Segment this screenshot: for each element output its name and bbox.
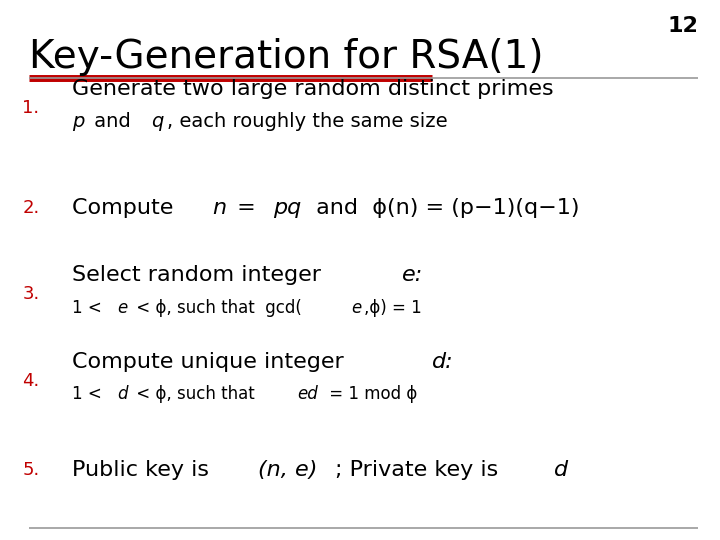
Text: pq: pq [273,198,301,218]
Text: 3.: 3. [22,285,40,303]
Text: 2.: 2. [22,199,40,217]
Text: 1.: 1. [22,99,40,117]
Text: 4.: 4. [22,372,40,390]
Text: d:: d: [432,352,454,372]
Text: 12: 12 [667,16,698,36]
Text: e: e [351,299,361,317]
Text: = 1 mod ϕ: = 1 mod ϕ [324,385,418,403]
Text: (n, e): (n, e) [258,460,318,480]
Text: and  ϕ(n) = (p−1)(q−1): and ϕ(n) = (p−1)(q−1) [309,198,580,218]
Text: < ϕ, such that  gcd(: < ϕ, such that gcd( [130,299,301,317]
Text: 5.: 5. [22,461,40,479]
Text: e: e [117,299,127,317]
Text: =: = [230,198,263,218]
Text: , each roughly the same size: , each roughly the same size [167,112,448,131]
Text: d: d [554,460,569,480]
Text: Public key is: Public key is [72,460,216,480]
Text: p: p [72,112,84,131]
Text: Generate two large random distinct primes: Generate two large random distinct prime… [72,79,554,99]
Text: ed: ed [297,385,318,403]
Text: Compute unique integer: Compute unique integer [72,352,351,372]
Text: 1 <: 1 < [72,385,107,403]
Text: d: d [117,385,128,403]
Text: ,ϕ) = 1: ,ϕ) = 1 [364,299,422,317]
Text: and: and [88,112,137,131]
Text: Select random integer: Select random integer [72,265,328,286]
Text: e:: e: [402,265,424,286]
Text: Key-Generation for RSA(1): Key-Generation for RSA(1) [29,38,544,76]
Text: < ϕ, such that: < ϕ, such that [131,385,260,403]
Text: 1 <: 1 < [72,299,107,317]
Text: ; Private key is: ; Private key is [335,460,505,480]
Text: Compute: Compute [72,198,181,218]
Text: n: n [212,198,226,218]
Text: q: q [151,112,163,131]
